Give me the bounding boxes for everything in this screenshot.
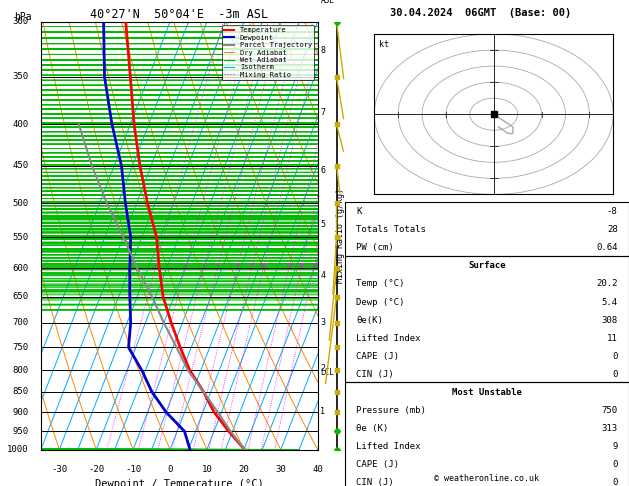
Text: 850: 850 <box>13 387 28 396</box>
Text: 0: 0 <box>167 465 173 473</box>
Text: Lifted Index: Lifted Index <box>356 334 421 343</box>
Text: Dewp (°C): Dewp (°C) <box>356 297 404 307</box>
Text: Dewpoint / Temperature (°C): Dewpoint / Temperature (°C) <box>95 480 264 486</box>
Text: 1: 1 <box>320 407 325 416</box>
Text: Temp (°C): Temp (°C) <box>356 279 404 289</box>
Text: 550: 550 <box>13 233 28 242</box>
Text: -30: -30 <box>52 465 67 473</box>
Bar <box>345 256 629 382</box>
Text: -8: -8 <box>607 207 618 216</box>
Text: 40: 40 <box>312 465 323 473</box>
Text: 28: 28 <box>607 225 618 234</box>
Text: 9: 9 <box>612 442 618 451</box>
Text: Lifted Index: Lifted Index <box>356 442 421 451</box>
Text: 10: 10 <box>260 263 267 268</box>
Text: km
ASL: km ASL <box>320 0 334 5</box>
Text: Totals Totals: Totals Totals <box>356 225 426 234</box>
Text: 7: 7 <box>320 108 325 117</box>
Text: 20: 20 <box>298 263 305 268</box>
Text: 30.04.2024  06GMT  (Base: 00): 30.04.2024 06GMT (Base: 00) <box>391 8 572 18</box>
Text: 1: 1 <box>153 263 157 268</box>
Text: θe(K): θe(K) <box>356 315 383 325</box>
Bar <box>345 382 629 486</box>
Text: 700: 700 <box>13 318 28 328</box>
Text: 750: 750 <box>601 406 618 415</box>
Text: 350: 350 <box>13 72 28 81</box>
Text: PW (cm): PW (cm) <box>356 243 394 252</box>
Text: 4: 4 <box>216 263 220 268</box>
Text: 6: 6 <box>320 166 325 175</box>
Text: kt: kt <box>379 40 389 50</box>
Text: 10: 10 <box>201 465 213 473</box>
Text: 0: 0 <box>612 352 618 361</box>
Text: CAPE (J): CAPE (J) <box>356 460 399 469</box>
Text: -20: -20 <box>88 465 104 473</box>
Text: 900: 900 <box>13 408 28 417</box>
Text: 20.2: 20.2 <box>596 279 618 289</box>
Text: Pressure (mb): Pressure (mb) <box>356 406 426 415</box>
Text: 4: 4 <box>320 271 325 279</box>
Text: 30: 30 <box>276 465 286 473</box>
Text: 6: 6 <box>235 263 239 268</box>
Text: 8: 8 <box>320 46 325 55</box>
Text: 11: 11 <box>607 334 618 343</box>
Text: 0.64: 0.64 <box>596 243 618 252</box>
Text: LCL: LCL <box>320 368 334 377</box>
Text: 5: 5 <box>320 220 325 228</box>
Text: 450: 450 <box>13 161 28 171</box>
Text: 20: 20 <box>238 465 249 473</box>
Text: 400: 400 <box>13 120 28 129</box>
Text: © weatheronline.co.uk: © weatheronline.co.uk <box>435 474 539 483</box>
Text: 2: 2 <box>184 263 187 268</box>
Text: 650: 650 <box>13 292 28 301</box>
Title: 40°27'N  50°04'E  -3m ASL: 40°27'N 50°04'E -3m ASL <box>90 8 269 21</box>
Text: hPa: hPa <box>14 12 31 22</box>
Text: 5.4: 5.4 <box>601 297 618 307</box>
Text: Most Unstable: Most Unstable <box>452 388 522 397</box>
Text: 750: 750 <box>13 343 28 352</box>
Text: 2: 2 <box>320 364 325 373</box>
Text: 950: 950 <box>13 427 28 436</box>
Text: 0: 0 <box>612 478 618 486</box>
Text: 8: 8 <box>250 263 253 268</box>
Text: 0: 0 <box>612 370 618 379</box>
Text: 3: 3 <box>320 318 325 328</box>
Text: 600: 600 <box>13 263 28 273</box>
Legend: Temperature, Dewpoint, Parcel Trajectory, Dry Adiabat, Wet Adiabat, Isotherm, Mi: Temperature, Dewpoint, Parcel Trajectory… <box>222 25 314 80</box>
Text: 313: 313 <box>601 424 618 433</box>
Text: Mixing Ratio (g/kg): Mixing Ratio (g/kg) <box>336 188 345 283</box>
Text: CIN (J): CIN (J) <box>356 370 394 379</box>
Text: Surface: Surface <box>468 261 506 270</box>
Text: 25: 25 <box>310 263 318 268</box>
Text: K: K <box>356 207 362 216</box>
Bar <box>345 202 629 256</box>
Text: CAPE (J): CAPE (J) <box>356 352 399 361</box>
Text: -10: -10 <box>125 465 141 473</box>
Text: 1000: 1000 <box>7 445 28 454</box>
Text: 3: 3 <box>202 263 206 268</box>
Text: 0: 0 <box>612 460 618 469</box>
Text: 300: 300 <box>13 17 28 26</box>
Text: 308: 308 <box>601 315 618 325</box>
Text: CIN (J): CIN (J) <box>356 478 394 486</box>
Text: 16: 16 <box>285 263 292 268</box>
Text: 500: 500 <box>13 199 28 208</box>
Text: 800: 800 <box>13 366 28 375</box>
Text: θe (K): θe (K) <box>356 424 388 433</box>
